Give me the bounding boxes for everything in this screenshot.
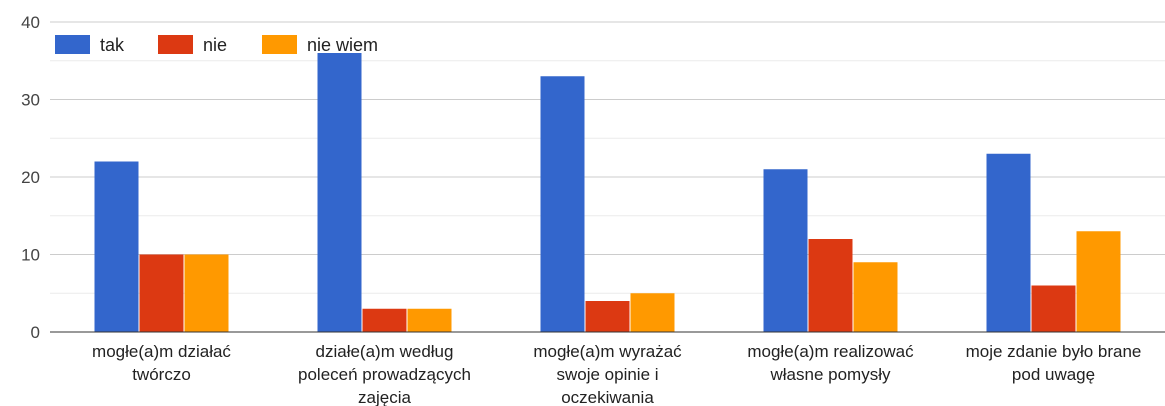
x-category-label-line: twórczo — [132, 365, 191, 384]
bar-tak — [540, 76, 585, 332]
x-category-label: moje zdanie było brane pod uwagę — [966, 342, 1142, 384]
bar-nie — [362, 308, 407, 332]
bars — [94, 53, 1121, 332]
legend-label-tak: tak — [100, 35, 125, 55]
legend-swatch-nie — [158, 35, 193, 54]
x-category-label-line: moje zdanie było brane — [966, 342, 1142, 361]
bar-nie — [139, 254, 184, 332]
legend: tak nie nie wiem — [55, 35, 378, 55]
y-tick-label: 10 — [21, 246, 40, 265]
x-category-label-line: własne pomysły — [770, 365, 891, 384]
y-tick-label: 40 — [21, 13, 40, 32]
x-category-label-line: działe(a)m według — [316, 342, 454, 361]
bar-nie-wiem — [853, 262, 898, 332]
bar-nie-wiem — [184, 254, 229, 332]
y-tick-label: 0 — [31, 323, 40, 342]
bar-tak — [94, 161, 139, 332]
bar-tak — [986, 153, 1031, 332]
bar-nie-wiem — [407, 308, 452, 332]
x-category-label-line: mogłe(a)m realizować — [747, 342, 914, 361]
x-category-label-line: zajęcia — [358, 388, 411, 406]
x-axis-labels: mogłe(a)m działać twórczo działe(a)m wedłu… — [92, 342, 1141, 406]
bar-nie — [1031, 285, 1076, 332]
x-category-label: mogłe(a)m działać twórczo — [92, 342, 231, 384]
legend-label-nie: nie — [203, 35, 227, 55]
bar-tak — [317, 53, 362, 332]
x-category-label: mogłe(a)m realizować własne pomysły — [747, 342, 914, 384]
y-axis-ticks: 0 10 20 30 40 — [21, 13, 40, 342]
legend-label-nie-wiem: nie wiem — [307, 35, 378, 55]
grid-lines — [50, 21, 1165, 294]
bar-nie-wiem — [1076, 231, 1121, 332]
y-tick-label: 20 — [21, 168, 40, 187]
y-tick-label: 30 — [21, 91, 40, 110]
bar-tak — [763, 169, 808, 332]
x-category-label-line: mogłe(a)m działać — [92, 342, 231, 361]
x-category-label-line: oczekiwania — [561, 388, 654, 406]
x-category-label-line: pod uwagę — [1012, 365, 1095, 384]
legend-swatch-tak — [55, 35, 90, 54]
bar-nie — [808, 239, 853, 332]
bar-nie-wiem — [630, 293, 675, 332]
x-category-label: działe(a)m według poleceń prowadzących zaj… — [298, 342, 471, 406]
x-category-label-line: mogłe(a)m wyrażać — [533, 342, 682, 361]
legend-swatch-nie-wiem — [262, 35, 297, 54]
x-category-label-line: swoje opinie i — [556, 365, 658, 384]
x-category-label: mogłe(a)m wyrażać swoje opinie i oczekiwan… — [533, 342, 682, 406]
bar-nie — [585, 301, 630, 332]
x-category-label-line: poleceń prowadzących — [298, 365, 471, 384]
